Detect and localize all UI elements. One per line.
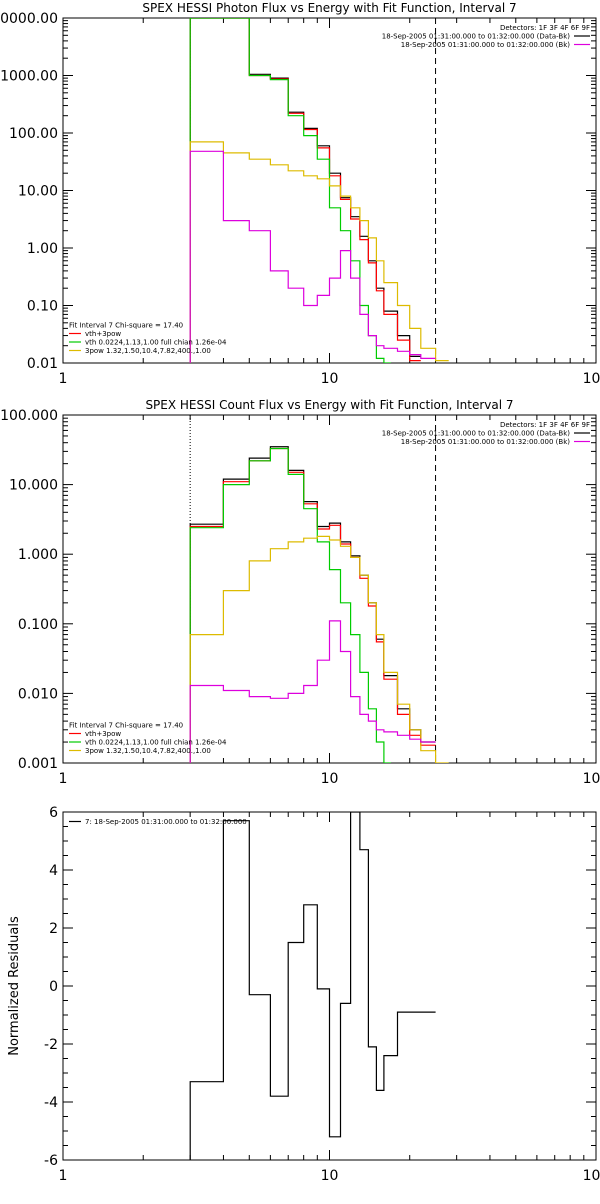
y-tick-label: -4 (44, 1095, 58, 1111)
series-line-3 (189, 447, 391, 763)
x-tick-label: 100 (583, 771, 600, 787)
x-tick-label: 1 (59, 1168, 68, 1184)
series-line-4 (189, 141, 449, 363)
legend-bottom-text: 3pow 1.32,1.50,10.4,7.82,400.,1.00 (85, 747, 211, 755)
series-line-2 (189, 447, 436, 763)
plot-frame (62, 414, 597, 764)
chart-title: SPEX HESSI Photon Flux vs Energy with Fi… (142, 1, 516, 15)
y-tick-label: 0.100 (18, 617, 58, 633)
chart-panel-3: Normalized Residuals 1 10 100 -6 -4 -2 0 2 4 6 7: 1… (7, 805, 600, 1184)
legend-bottom-text: 3pow 1.32,1.50,10.4,7.82,400.,1.00 (85, 347, 211, 355)
legend-bottom-text: vth 0.0224,1.13,1.00 full chian 1.26e-04 (85, 339, 227, 347)
legend-top-text: 18-Sep-2005 01:31:00.000 to 01:32:00.000… (401, 41, 571, 49)
series-line-4 (189, 535, 449, 763)
x-tick-label: 10 (321, 1168, 339, 1184)
chart-title: SPEX HESSI Count Flux vs Energy with Fit… (145, 398, 513, 412)
series-line-1 (189, 446, 436, 763)
legend-top-text: Detectors: 1F 3F 4F 6F 9F (500, 24, 590, 32)
y-tick-label: 1.00 (27, 241, 58, 257)
y-tick-label: 10.000 (9, 478, 58, 494)
chart-panel-1: SPEX HESSI Photon Flux vs Energy with Fi… (0, 1, 600, 387)
y-tick-label: 0.10 (27, 299, 58, 315)
y-tick-label: 100.00 (9, 126, 58, 142)
y-tick-label: 10.00 (18, 184, 58, 200)
x-tick-label: 100 (583, 371, 600, 387)
x-tick-label: 10 (321, 371, 339, 387)
series-group (189, 18, 449, 363)
series-line-1 (189, 812, 436, 1160)
legend-top-text: 7: 18-Sep-2005 01:31:00.000 to 01:32:00.… (85, 818, 247, 826)
series-group (189, 446, 449, 763)
x-tick-label: 1 (59, 371, 68, 387)
legend-top-text: 18-Sep-2005 01:31:00.000 to 01:32:00.000… (382, 33, 571, 41)
y-tick-label: 1000.00 (0, 69, 58, 85)
chart-panel-2: SPEX HESSI Count Flux vs Energy with Fit… (0, 398, 600, 787)
y-tick-label: 100.000 (0, 408, 58, 424)
series-group (189, 812, 436, 1160)
legend-top-text: Detectors: 1F 3F 4F 6F 9F (500, 421, 590, 429)
y-tick-label: 0 (49, 979, 58, 995)
y-tick-label: -2 (44, 1037, 58, 1053)
x-tick-label: 1 (59, 771, 68, 787)
legend-bottom-text: vth+3pow (85, 730, 121, 738)
y-tick-label: -6 (44, 1153, 58, 1169)
x-tick-label: 100 (583, 1168, 600, 1184)
legend-bottom-text: vth+3pow (85, 330, 121, 338)
y-tick-label: 0.01 (27, 356, 58, 372)
y-axis-label: Normalized Residuals (7, 916, 22, 1056)
y-tick-label: 6 (49, 805, 58, 821)
legend-bottom-text: Fit Interval 7 Chi-square = 17.40 (69, 722, 183, 730)
legend-bottom-text: vth 0.0224,1.13,1.00 full chian 1.26e-04 (85, 739, 227, 747)
y-tick-label: 10000.00 (0, 11, 58, 27)
series-line-3 (189, 18, 391, 363)
y-tick-label: 4 (49, 863, 58, 879)
series-line-5 (189, 150, 436, 363)
series-line-1 (189, 18, 421, 363)
legend-top-text: 18-Sep-2005 01:31:00.000 to 01:32:00.000… (401, 438, 571, 446)
y-tick-label: 0.010 (18, 686, 58, 702)
legend-bottom-text: Fit Interval 7 Chi-square = 17.40 (69, 322, 183, 330)
legend-top-text: 18-Sep-2005 01:31:00.000 to 01:32:00.000… (382, 430, 571, 438)
y-tick-label: 0.001 (18, 756, 58, 772)
series-line-5 (189, 620, 436, 763)
y-tick-label: 2 (49, 921, 58, 937)
y-tick-label: 1.000 (18, 547, 58, 563)
x-tick-label: 10 (321, 771, 339, 787)
